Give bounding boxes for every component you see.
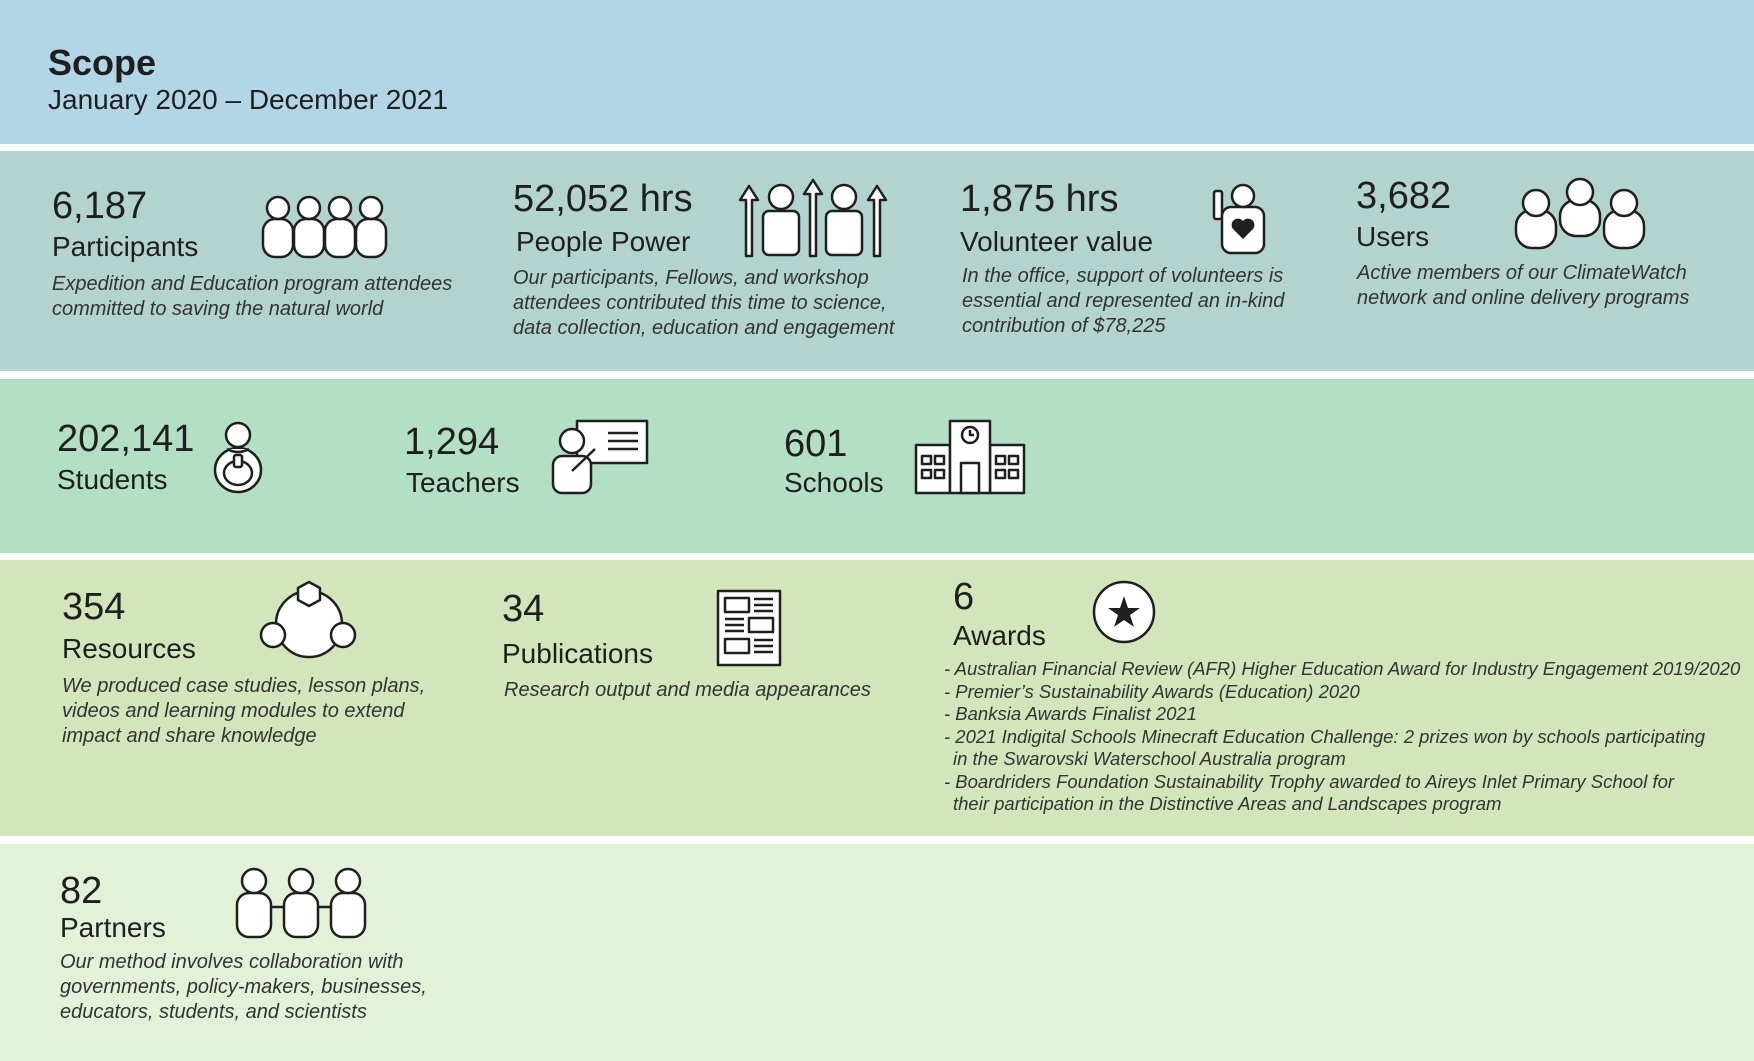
volunteer-value-value: 1,875 hrs bbox=[960, 178, 1119, 220]
group-of-people-icon bbox=[261, 195, 388, 259]
participants-label: Participants bbox=[52, 231, 199, 262]
partners-description: Our method involves collaboration with g… bbox=[60, 951, 427, 1023]
award-item: - Australian Financial Review (AFR) High… bbox=[944, 658, 1741, 679]
publications-description: Research output and media appearances bbox=[504, 679, 871, 701]
education-band bbox=[0, 379, 1754, 553]
publications-label: Publications bbox=[502, 638, 653, 669]
star-badge-icon bbox=[1092, 580, 1156, 644]
users-value: 3,682 bbox=[1356, 175, 1452, 217]
person-with-heart-icon bbox=[1212, 183, 1266, 255]
awards-value: 6 bbox=[953, 576, 975, 618]
resources-network-icon bbox=[259, 580, 357, 659]
page-title: Scope bbox=[48, 42, 157, 83]
award-item-continuation: in the Swarovski Waterschool Australia p… bbox=[953, 748, 1346, 769]
resources-value: 354 bbox=[62, 586, 126, 628]
school-building-icon bbox=[914, 419, 1026, 495]
awards-label: Awards bbox=[953, 620, 1046, 651]
volunteer-value-label: Volunteer value bbox=[960, 226, 1154, 257]
partners-linked-icon bbox=[235, 867, 367, 939]
people-power-label: People Power bbox=[516, 226, 691, 257]
users-description: Active members of our ClimateWatch netwo… bbox=[1357, 262, 1690, 309]
header-band bbox=[0, 0, 1754, 144]
publications-value: 34 bbox=[502, 588, 545, 630]
award-item: - 2021 Indigital Schools Minecraft Educa… bbox=[944, 725, 1705, 747]
partners-label: Partners bbox=[60, 912, 166, 943]
users-label: Users bbox=[1356, 221, 1430, 252]
teachers-value: 1,294 bbox=[404, 421, 500, 463]
students-label: Students bbox=[57, 464, 168, 495]
award-item-continuation: their participation in the Distinctive A… bbox=[953, 793, 1502, 814]
people-power-value: 52,052 hrs bbox=[513, 178, 693, 220]
participants-description: Expedition and Education program attende… bbox=[52, 273, 453, 320]
partners-value: 82 bbox=[60, 870, 103, 912]
resources-label: Resources bbox=[62, 633, 196, 664]
student-backpack-icon bbox=[213, 421, 263, 494]
schools-value: 601 bbox=[784, 423, 848, 465]
resources-description: We produced case studies, lesson plans, … bbox=[62, 675, 426, 747]
award-item: - Banksia Awards Finalist 2021 bbox=[944, 703, 1197, 724]
page-subtitle: January 2020 – December 2021 bbox=[48, 84, 449, 115]
people-with-up-arrows-icon bbox=[738, 178, 888, 258]
people-power-description: Our participants, Fellows, and workshop … bbox=[513, 267, 895, 339]
teachers-label: Teachers bbox=[406, 467, 520, 498]
volunteer-value-description: In the office, support of volunteers is … bbox=[962, 265, 1285, 337]
award-item: - Premier’s Sustainability Awards (Educa… bbox=[944, 680, 1360, 702]
users-group-icon bbox=[1514, 177, 1646, 250]
newspaper-icon bbox=[716, 589, 782, 667]
students-value: 202,141 bbox=[57, 418, 195, 460]
participants-value: 6,187 bbox=[52, 185, 148, 227]
award-item: - Boardriders Foundation Sustainability … bbox=[944, 770, 1675, 792]
teachers-whiteboard-icon bbox=[551, 419, 649, 495]
schools-label: Schools bbox=[784, 467, 884, 498]
awards-list: - Australian Financial Review (AFR) High… bbox=[944, 658, 1740, 816]
